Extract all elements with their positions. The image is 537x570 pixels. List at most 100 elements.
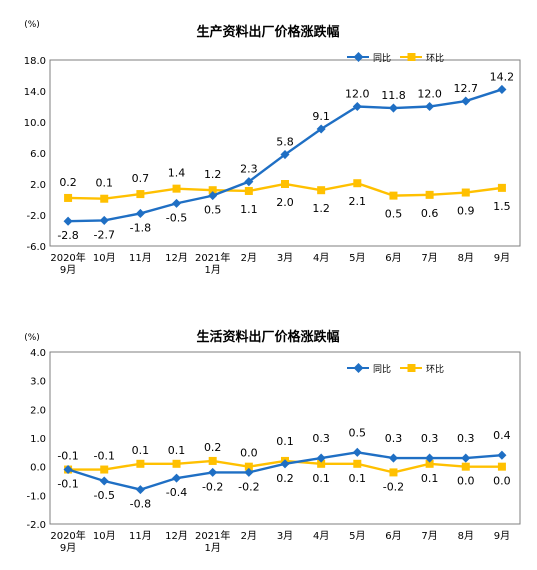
legend-swatch-marker [407,364,416,372]
data-label: 0.5 [204,204,222,217]
data-point [497,183,506,192]
data-label: 0.3 [312,432,330,445]
legend-label: 环比 [426,363,444,375]
x-tick-label: 9月 [60,542,76,554]
y-tick-label: 18.0 [24,56,46,67]
data-point [208,456,217,465]
x-tick-label: 9月 [494,252,510,264]
y-tick-label: -1.0 [26,491,46,502]
y-tick-label: 3.0 [30,377,46,388]
data-point [352,447,362,457]
data-label: -0.5 [166,211,187,224]
data-point [425,459,434,468]
data-label: 0.4 [493,429,511,442]
x-tick-label: 11月 [129,252,152,264]
data-point [99,476,109,486]
x-tick-label: 1月 [205,264,221,276]
data-label: -0.1 [57,450,78,463]
x-tick-label: 5月 [349,530,365,542]
plot-frame [49,59,521,247]
x-tick-label: 5月 [349,252,365,264]
data-point [353,459,362,468]
data-label: 0.2 [59,176,77,189]
x-tick-label: 9月 [60,264,76,276]
y-tick-label: 0.0 [30,463,46,474]
data-label: 0.0 [240,447,258,460]
data-label: 0.2 [204,441,222,454]
x-tick-label: 9月 [494,530,510,542]
data-point [172,198,182,208]
data-point [497,450,507,460]
y-tick-label: 4.0 [30,348,46,359]
data-point [389,468,398,477]
y-tick-label: 6.0 [30,149,46,160]
x-tick-label: 8月 [458,530,474,542]
data-label: 0.0 [457,475,475,488]
data-label: -0.2 [202,480,223,493]
data-label: 0.1 [349,472,367,485]
legend-swatch-marker [407,53,416,61]
data-label: 2.3 [240,163,258,176]
x-tick-label: 8月 [458,252,474,264]
legend-label: 同比 [373,52,391,64]
chart-title: 生产资料出厂价格涨跌幅 [196,24,339,40]
data-label: -0.2 [383,480,404,493]
chart-2: 生活资料出厂价格涨跌幅 (%) 4.0 3.0 2.0 1.0 0.0 -1.0 -2.0 202… [24,329,521,554]
data-point [317,186,326,195]
x-tick-label: 3月 [277,530,293,542]
data-point [208,186,217,195]
data-label: 0.1 [132,444,150,457]
data-label: 1.4 [168,167,186,180]
series-huanbi [64,179,506,203]
plot-frame [49,351,521,525]
data-labels-tongbi: -0.1 -0.5 -0.8 -0.4 -0.2 -0.2 0.1 0.3 0.5 0.3 0.3 0… [57,426,510,510]
data-point [135,485,145,495]
x-tick-label: 6月 [385,530,401,542]
x-tick-label: 2020年 [50,529,85,542]
y-tick-label: 10.0 [24,118,46,129]
data-label: 0.6 [421,207,439,220]
data-label: 12.0 [345,88,370,101]
y-unit-label: (%) [24,333,40,343]
x-tick-label: 3月 [277,252,293,264]
data-label: -0.2 [238,480,259,493]
data-labels-huanbi: -0.1 -0.1 0.1 0.1 0.2 0.0 0.2 0.1 0.1 -0.2 0.1 0.0 0… [57,441,510,493]
x-tick-label: 2月 [241,530,257,542]
data-point [352,101,362,112]
y-tick-label: -2.0 [26,211,46,222]
data-label: 0.0 [493,475,511,488]
x-tick-label: 2021年 [195,529,230,542]
y-tick-label: 2.0 [30,405,46,416]
data-point [425,101,435,112]
data-label: 1.5 [493,200,511,213]
x-tick-label: 7月 [421,252,437,264]
data-label: 0.9 [457,205,475,218]
data-point [281,180,289,188]
data-label: 14.2 [490,70,515,83]
data-label: 2.0 [276,196,294,209]
x-tick-label: 4月 [313,252,329,264]
x-tick-label: 10月 [93,530,116,542]
x-tick-label: 1月 [205,542,221,554]
data-point [316,124,326,134]
x-tick-label: 12月 [165,530,188,542]
data-point [461,188,470,197]
data-label: -2.7 [93,228,114,241]
data-label: 12.7 [454,82,479,95]
data-label: 1.2 [312,202,330,215]
data-point [136,459,145,468]
legend-label: 同比 [373,363,391,375]
y-tick-label: 2.0 [30,180,46,191]
data-point [172,184,181,193]
data-label: -0.4 [166,486,187,499]
data-label: 0.1 [421,472,439,485]
data-point [497,462,506,471]
data-label: 0.7 [132,172,150,185]
data-point [353,179,362,188]
data-label: -0.1 [93,450,114,463]
data-point [461,453,471,463]
data-label: -0.1 [57,478,78,491]
data-point [63,216,73,226]
data-label: -0.8 [130,498,151,511]
data-label: 0.1 [276,435,294,448]
